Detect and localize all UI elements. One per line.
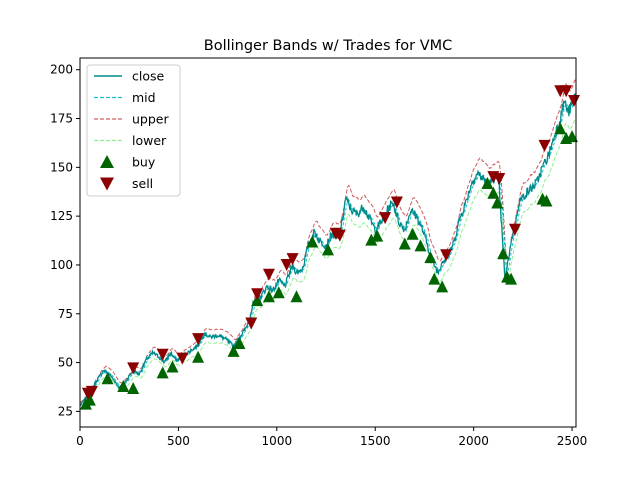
sell-marker: [85, 385, 98, 398]
buy-marker: [540, 194, 553, 207]
x-tick-label: 0: [76, 434, 84, 448]
buy-marker: [272, 286, 285, 299]
buy-marker: [83, 393, 96, 406]
sell-marker: [286, 253, 299, 266]
buy-marker: [406, 227, 419, 240]
legend: close mid upper lower buy sell: [86, 64, 181, 197]
legend-label: close: [132, 69, 165, 84]
buy-marker: [127, 381, 140, 394]
buy-marker: [491, 196, 504, 209]
buy-marker: [487, 186, 500, 199]
buy-marker: [414, 239, 427, 252]
plot-frame: [79, 57, 577, 428]
sell-marker: [262, 268, 275, 281]
buy-marker: [436, 280, 449, 293]
y-tick-label: 25: [58, 404, 73, 418]
sell-marker: [156, 348, 169, 361]
buy-marker: [566, 130, 579, 143]
buy-marker: [398, 237, 411, 250]
sell-marker: [390, 196, 403, 209]
buy-marker: [101, 372, 114, 385]
x-tick-label: 2000: [458, 434, 489, 448]
x-axis: 0 500 1000 1500 2000 2500: [76, 427, 587, 448]
buy-marker: [306, 235, 319, 248]
y-tick-label: 175: [50, 112, 73, 126]
buy-marker: [428, 272, 441, 285]
buy-marker: [227, 344, 240, 357]
buy-marker: [290, 290, 303, 303]
sell-marker: [192, 333, 205, 346]
legend-label: lower: [132, 133, 167, 148]
buy-marker: [505, 272, 518, 285]
sell-marker: [568, 94, 581, 107]
legend-label: upper: [132, 112, 169, 127]
sell-marker: [127, 362, 140, 375]
y-tick-label: 100: [50, 258, 73, 272]
sell-marker: [280, 258, 293, 271]
sell-marker: [176, 352, 189, 365]
buy-marker: [117, 380, 130, 392]
legend-label: sell: [132, 176, 153, 191]
y-tick-label: 50: [58, 356, 73, 370]
buy-marker: [166, 360, 179, 373]
y-tick-label: 75: [58, 307, 73, 321]
buy-marker: [481, 176, 494, 189]
sell-marker: [440, 249, 453, 262]
chart-title: Bollinger Bands w/ Trades for VMC: [204, 38, 453, 54]
buy-marker: [262, 290, 275, 303]
legend-sell-swatch: [100, 177, 114, 191]
buy-marker: [322, 243, 334, 256]
legend-buy-swatch: [100, 155, 114, 168]
sell-marker: [251, 288, 264, 301]
sell-marker: [245, 317, 258, 330]
x-tick-label: 2500: [557, 434, 588, 448]
buy-marker: [192, 350, 205, 363]
y-axis: 25 50 75 100 125 150 175 200: [50, 63, 80, 418]
sell-marker: [333, 229, 346, 242]
buy-marker: [424, 251, 437, 264]
sell-marker: [379, 212, 392, 225]
y-tick-label: 125: [50, 209, 73, 223]
sell-marker: [493, 173, 506, 186]
sell-marker: [538, 139, 551, 152]
sell-marker: [560, 85, 573, 98]
y-tick-label: 200: [50, 63, 73, 77]
buy-marker: [497, 247, 510, 260]
buy-marker: [371, 229, 384, 242]
x-tick-label: 1500: [360, 434, 391, 448]
legend-label: buy: [132, 155, 156, 170]
x-tick-label: 1000: [262, 434, 293, 448]
sell-marker: [508, 223, 521, 236]
x-tick-label: 500: [167, 434, 190, 448]
buy-marker: [365, 233, 378, 246]
marker-layer: [79, 85, 581, 410]
buy-marker: [233, 337, 246, 350]
buy-marker: [554, 122, 567, 135]
y-tick-label: 150: [50, 160, 73, 174]
buy-marker: [156, 366, 169, 379]
legend-label: mid: [132, 90, 156, 105]
